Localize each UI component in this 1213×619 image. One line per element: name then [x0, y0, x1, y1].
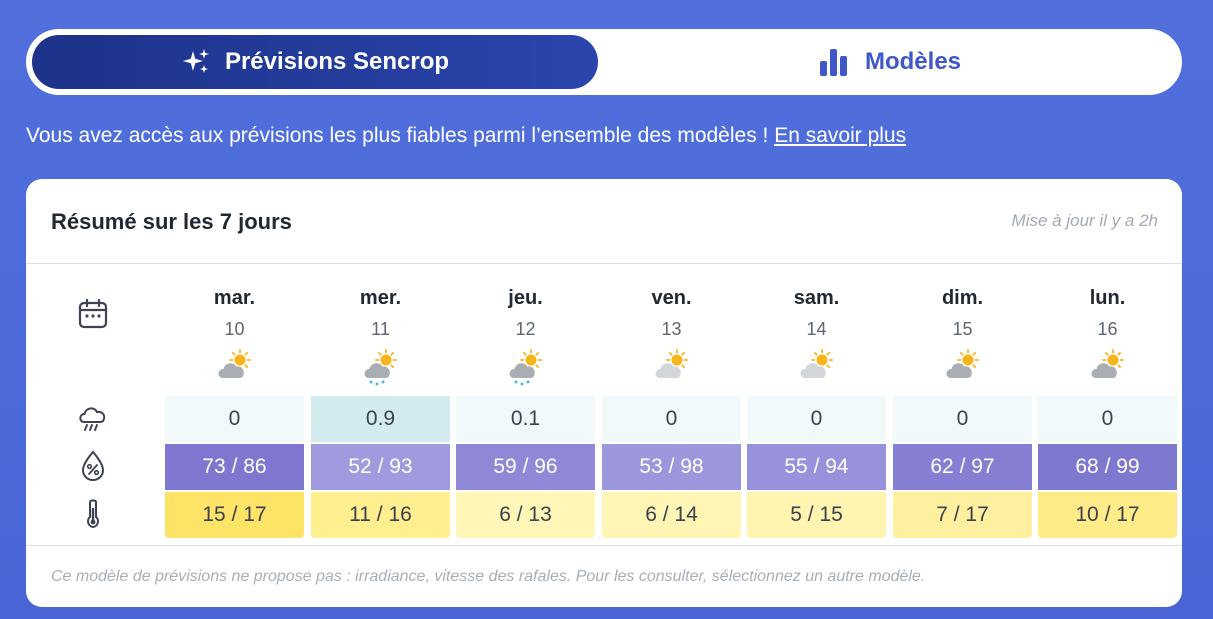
rain-cell: 0 [893, 396, 1032, 442]
rain-cloud-icon [79, 407, 106, 431]
humidity-cell: 68 / 99 [1038, 444, 1177, 490]
day-name: mer. [359, 287, 402, 309]
day-column: sam. 14 [747, 287, 886, 387]
weather-sun-cloud-light-icon [655, 349, 688, 378]
weather-sun-cloud-icon [1091, 349, 1124, 378]
tab-previsions-sencrop[interactable]: Prévisions Sencrop [32, 35, 598, 89]
temperature-cell: 7 / 17 [893, 492, 1032, 538]
day-column: mar. 10 [165, 287, 304, 387]
footnote: Ce modèle de prévisions ne propose pas :… [51, 568, 926, 585]
learn-more-link[interactable]: En savoir plus [774, 124, 907, 147]
rain-cell: 0.1 [456, 396, 595, 442]
weather-sun-cloud-light-icon [800, 349, 833, 378]
humidity-cell: 73 / 86 [165, 444, 304, 490]
day-name: dim. [941, 287, 984, 309]
day-date: 15 [952, 319, 973, 339]
rain-cell: 0 [165, 396, 304, 442]
day-date: 16 [1097, 319, 1118, 339]
sparkles-icon [182, 49, 209, 73]
humidity-cell: 62 / 97 [893, 444, 1032, 490]
day-column: ven. 13 [602, 287, 741, 387]
day-name: mar. [213, 287, 256, 309]
weather-sun-cloud-icon [946, 349, 979, 378]
day-date: 11 [371, 319, 390, 339]
rain-cell: 0 [747, 396, 886, 442]
temperature-cell: 11 / 16 [311, 492, 450, 538]
day-date: 10 [224, 319, 245, 339]
rain-cell: 0 [602, 396, 741, 442]
day-column: dim. 15 [893, 287, 1032, 387]
humidity-cell: 53 / 98 [602, 444, 741, 490]
tab-previsions-label: Prévisions Sencrop [224, 48, 450, 75]
humidity-drop-icon [81, 450, 105, 482]
divider [26, 545, 1182, 546]
day-date: 13 [661, 319, 682, 339]
humidity-cell: 59 / 96 [456, 444, 595, 490]
weather-sun-cloud-rain-icon [509, 349, 542, 386]
bar-chart-icon [819, 49, 847, 76]
day-name: ven. [651, 287, 692, 309]
weather-sun-cloud-rain-icon [364, 349, 397, 386]
temperature-cell: 6 / 13 [456, 492, 595, 538]
day-column: jeu. 12 [456, 287, 595, 387]
rain-cell: 0 [1038, 396, 1177, 442]
day-name: jeu. [508, 287, 543, 309]
summary-card: Résumé sur les 7 jours Mise à jour il y … [26, 179, 1182, 607]
day-date: 14 [806, 319, 827, 339]
weather-sun-cloud-icon [218, 349, 251, 378]
temperature-cell: 5 / 15 [747, 492, 886, 538]
humidity-cell: 55 / 94 [747, 444, 886, 490]
day-name: lun. [1089, 287, 1126, 309]
calendar-icon [78, 298, 108, 329]
last-updated: Mise à jour il y a 2h [1011, 211, 1158, 230]
humidity-cell: 52 / 93 [311, 444, 450, 490]
card-title: Résumé sur les 7 jours [51, 209, 292, 234]
divider [26, 263, 1182, 264]
tab-modeles[interactable]: Modèles [604, 35, 1176, 89]
day-column: lun. 16 [1038, 287, 1177, 387]
day-name: sam. [793, 287, 840, 309]
thermometer-icon [87, 499, 99, 529]
temperature-cell: 6 / 14 [602, 492, 741, 538]
tab-modeles-label: Modèles [864, 48, 962, 75]
day-date: 12 [515, 319, 536, 339]
temperature-cell: 10 / 17 [1038, 492, 1177, 538]
info-text: Vous avez accès aux prévisions les plus … [26, 124, 775, 147]
rain-cell: 0.9 [311, 396, 450, 442]
forecast-toggle: Prévisions Sencrop Modèles [26, 29, 1182, 95]
info-message: Vous avez accès aux prévisions les plus … [26, 124, 1186, 148]
temperature-cell: 15 / 17 [165, 492, 304, 538]
day-column: mer. 11 [311, 287, 450, 387]
